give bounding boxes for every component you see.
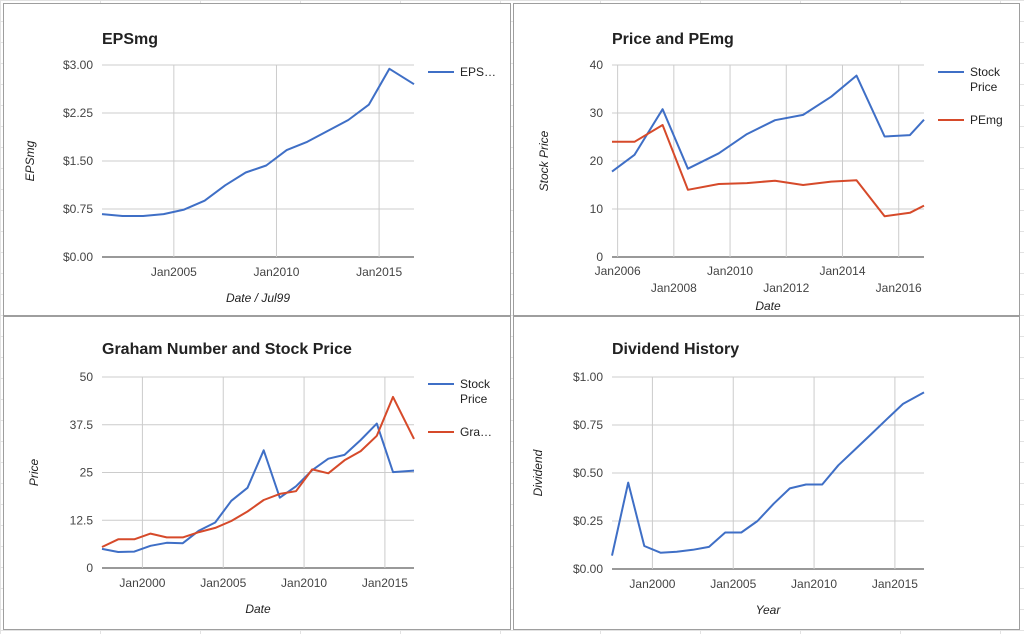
- y-tick-label: 40: [590, 58, 604, 72]
- y-axis-label: Dividend: [531, 449, 545, 496]
- y-tick-label: $0.00: [63, 250, 93, 264]
- x-tick-label: Jan2012: [763, 281, 809, 295]
- x-tick-label: Jan2016: [876, 281, 922, 295]
- chart-price-pemg: Price and PEmg 0 10 20 30 40 Jan2006 Jan2008 Jan…: [537, 31, 1003, 313]
- y-tick-label: $1.50: [63, 154, 93, 168]
- panel-epsmg: EPSmg $0.00 $0.75 $1.50 $2.25 $3.00 Jan2005 Jan…: [3, 3, 511, 316]
- x-tick-label: Jan2010: [791, 577, 837, 591]
- x-tick-label: Jan2000: [629, 577, 675, 591]
- chart-dividend: Dividend History $0.00 $0.25 $0.50 $0.75 $1.0…: [531, 341, 925, 617]
- x-tick-label: Jan2010: [707, 264, 753, 278]
- chart-epsmg: EPSmg $0.00 $0.75 $1.50 $2.25 $3.00 Jan2005 Jan…: [23, 31, 496, 305]
- chart-title: Graham Number and Stock Price: [102, 341, 352, 358]
- y-axis-label: Stock Price: [537, 130, 551, 191]
- x-tick-label: Jan2015: [872, 577, 918, 591]
- y-tick-label: $0.75: [63, 202, 93, 216]
- y-tick-label: $0.50: [573, 466, 603, 480]
- y-tick-label: 20: [590, 154, 604, 168]
- x-tick-label: Jan2015: [356, 265, 402, 279]
- series-line-1: [101, 395, 415, 548]
- y-tick-label: 0: [86, 561, 93, 575]
- y-tick-label: 12.5: [70, 513, 94, 527]
- chart-graham: Graham Number and Stock Price 0 12.5 25 37.5…: [27, 341, 492, 616]
- y-tick-label: $3.00: [63, 58, 93, 72]
- series-line-0: [101, 422, 415, 553]
- y-tick-label: $0.75: [573, 418, 603, 432]
- panel-graham: Graham Number and Stock Price 0 12.5 25 37.5…: [3, 316, 511, 630]
- y-tick-label: $2.25: [63, 106, 93, 120]
- legend-entry: Stock Price: [460, 377, 491, 406]
- x-tick-label: Jan2006: [595, 264, 641, 278]
- y-tick-label: 25: [80, 466, 94, 480]
- x-tick-label: Jan2005: [710, 577, 756, 591]
- panel-dividend: Dividend History $0.00 $0.25 $0.50 $0.75 $1.0…: [513, 316, 1020, 630]
- series-line-1: [612, 124, 925, 218]
- y-tick-label: 50: [80, 370, 94, 384]
- y-tick-label: $0.00: [573, 562, 603, 576]
- x-tick-label: Jan2008: [651, 281, 697, 295]
- y-tick-label: $0.25: [573, 514, 603, 528]
- x-tick-label: Jan2010: [281, 576, 327, 590]
- y-axis-label: Price: [27, 459, 41, 487]
- x-axis-label: Date: [245, 602, 271, 616]
- x-axis-label: Date: [755, 299, 781, 313]
- x-tick-label: Jan2005: [151, 265, 197, 279]
- legend-entry: PEmg: [970, 113, 1003, 127]
- x-tick-label: Jan2000: [119, 576, 165, 590]
- series-line-0: [611, 391, 925, 556]
- y-tick-label: 37.5: [70, 418, 94, 432]
- legend-entry: Gra…: [460, 425, 492, 439]
- x-axis-label: Year: [756, 603, 782, 617]
- x-tick-label: Jan2015: [362, 576, 408, 590]
- y-tick-label: 10: [590, 202, 604, 216]
- x-tick-label: Jan2005: [200, 576, 246, 590]
- y-tick-label: 30: [590, 106, 604, 120]
- x-tick-label: Jan2014: [819, 264, 865, 278]
- legend-entry: Stock Price: [970, 65, 1001, 94]
- y-tick-label: $1.00: [573, 370, 603, 384]
- x-axis-label: Date / Jul99: [226, 291, 290, 305]
- series-line-0: [101, 67, 415, 217]
- legend-entry: EPS…: [460, 65, 496, 79]
- chart-title: Dividend History: [612, 341, 739, 358]
- chart-title: EPSmg: [102, 31, 158, 48]
- chart-title: Price and PEmg: [612, 31, 734, 48]
- series-line-0: [611, 74, 925, 173]
- panel-price-pemg: Price and PEmg 0 10 20 30 40 Jan2006 Jan2008 Jan…: [513, 3, 1020, 316]
- y-axis-label: EPSmg: [23, 140, 37, 181]
- y-tick-label: 0: [596, 250, 603, 264]
- x-tick-label: Jan2010: [253, 265, 299, 279]
